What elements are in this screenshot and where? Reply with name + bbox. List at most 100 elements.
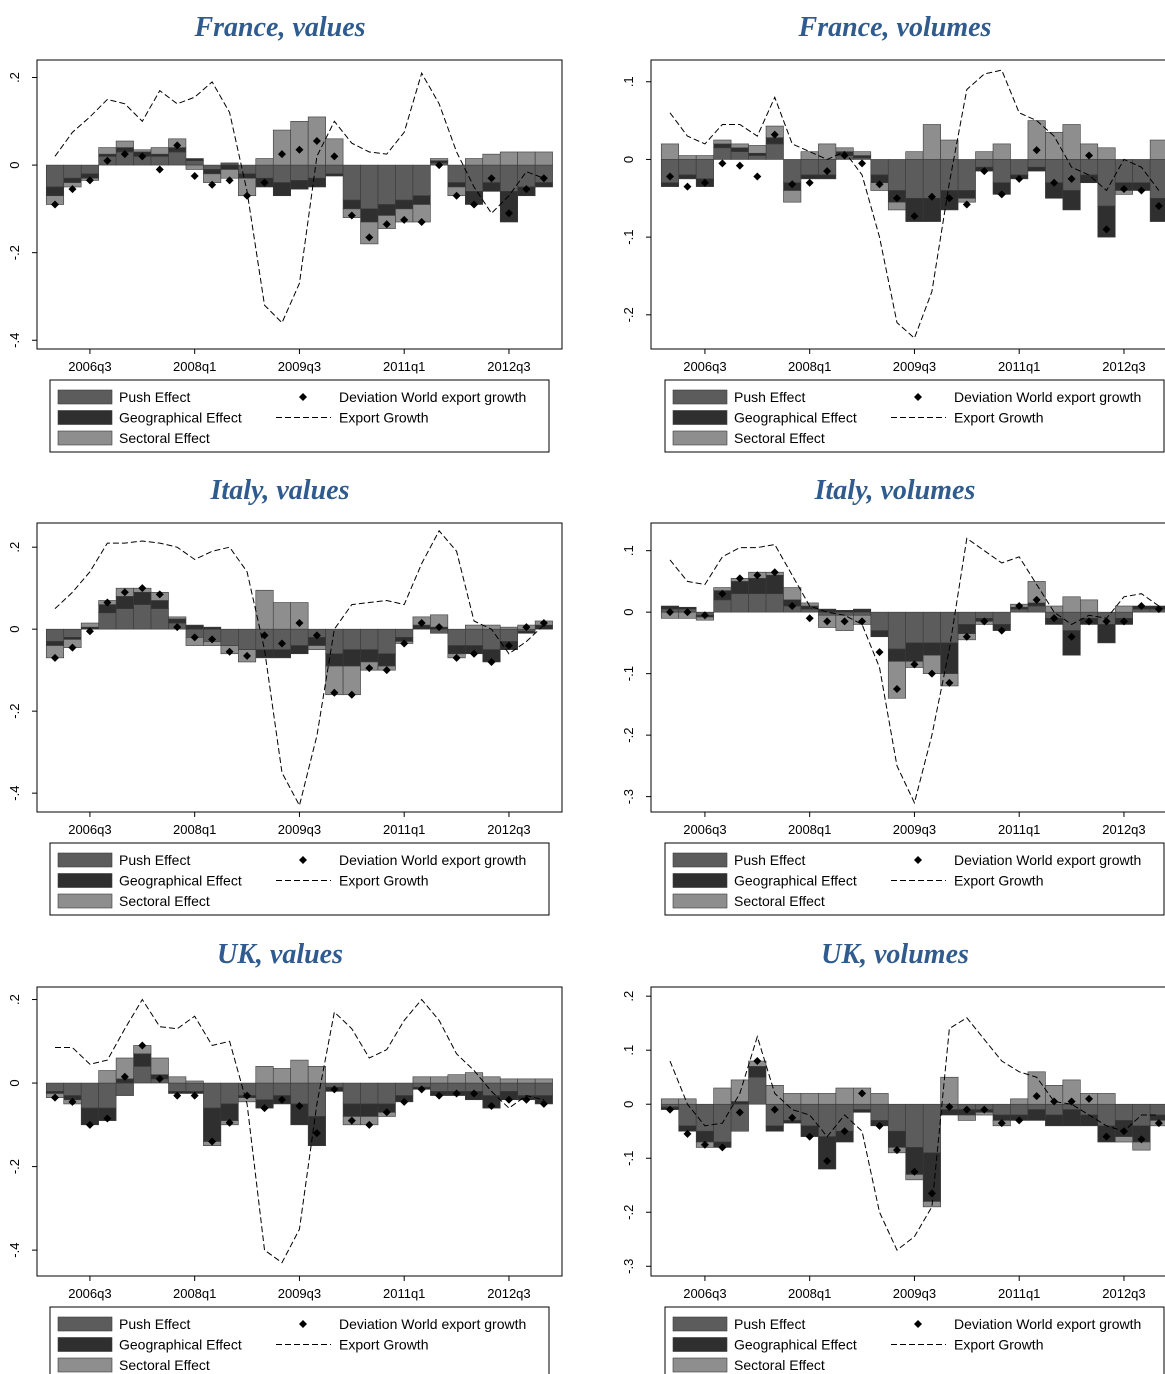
bar xyxy=(783,587,802,601)
legend-swatch xyxy=(672,1357,728,1373)
bar xyxy=(185,1082,204,1092)
bar xyxy=(818,1103,837,1137)
bar xyxy=(1010,1103,1029,1116)
point xyxy=(910,660,919,669)
bar xyxy=(115,608,134,630)
point xyxy=(875,180,884,189)
point xyxy=(875,648,884,657)
bar xyxy=(1149,1114,1165,1121)
point xyxy=(243,191,252,200)
point xyxy=(85,627,94,636)
bar xyxy=(783,1093,802,1105)
bar xyxy=(412,164,431,197)
bar xyxy=(255,1082,274,1101)
bar xyxy=(499,1082,518,1092)
panel: France, values -.4 -.2 0 .2 2006q3 2008q1 2009q… xyxy=(7,12,563,453)
bar xyxy=(412,1076,431,1084)
bar xyxy=(255,1066,274,1084)
point xyxy=(277,639,286,648)
point xyxy=(1119,184,1128,193)
bar xyxy=(168,1082,187,1092)
point xyxy=(382,1108,391,1117)
point xyxy=(539,174,548,183)
bar xyxy=(272,164,292,183)
point xyxy=(120,150,129,159)
bar xyxy=(1149,159,1165,199)
bar xyxy=(748,152,767,156)
point xyxy=(858,159,867,168)
legend-swatch xyxy=(672,1316,728,1332)
y-tick-label: .2 xyxy=(7,542,22,553)
legend-label: Export Growth xyxy=(339,873,428,889)
bar xyxy=(940,139,959,160)
legend-label: Push Effect xyxy=(734,1316,805,1332)
bar xyxy=(1062,190,1081,211)
point xyxy=(1154,605,1163,614)
point xyxy=(962,200,971,209)
plot-frame xyxy=(36,59,563,350)
bar xyxy=(150,1057,169,1076)
bar xyxy=(765,143,784,160)
point xyxy=(1067,174,1076,183)
bar xyxy=(482,628,501,650)
point xyxy=(277,1095,286,1104)
legend-swatch xyxy=(57,1316,113,1332)
point xyxy=(295,1102,304,1111)
point xyxy=(522,185,531,194)
bar xyxy=(220,164,239,170)
bar xyxy=(45,641,65,646)
bar xyxy=(1080,599,1099,613)
point xyxy=(1015,174,1024,183)
point xyxy=(1137,602,1146,611)
bar xyxy=(660,182,680,187)
point xyxy=(435,1091,444,1100)
bar xyxy=(922,642,941,656)
point xyxy=(892,1146,901,1155)
x-tick-label: 2008q1 xyxy=(173,822,216,837)
line xyxy=(669,69,1160,339)
point xyxy=(225,176,234,185)
point xyxy=(487,174,496,183)
bar xyxy=(870,1103,889,1121)
y-tick-label: -.3 xyxy=(621,1259,636,1274)
bar xyxy=(290,180,309,190)
bar xyxy=(1132,159,1151,184)
y-tick-label: -.2 xyxy=(621,1205,636,1220)
bar xyxy=(133,149,152,153)
bar xyxy=(517,1078,536,1084)
bar xyxy=(992,143,1011,160)
point xyxy=(103,156,112,165)
bar xyxy=(63,637,82,640)
bar xyxy=(1045,1103,1064,1116)
plot-area xyxy=(660,1017,1165,1251)
bar xyxy=(1062,596,1081,613)
bar xyxy=(360,1082,379,1105)
bar xyxy=(377,653,396,667)
bar xyxy=(325,173,344,177)
bar xyxy=(992,611,1011,625)
y-tick-label: .1 xyxy=(621,1045,636,1056)
legend-swatch xyxy=(672,873,728,888)
x-tick-label: 2008q1 xyxy=(173,1286,216,1301)
bar xyxy=(342,649,361,667)
bar xyxy=(98,147,117,155)
bar xyxy=(290,645,309,655)
y-tick-label: .1 xyxy=(621,545,636,556)
point xyxy=(539,619,548,628)
bar xyxy=(957,159,976,191)
bar xyxy=(1114,159,1133,184)
point xyxy=(417,1085,426,1094)
point xyxy=(753,172,762,181)
legend-label: Export Growth xyxy=(954,410,1043,426)
x-tick-label: 2012q3 xyxy=(1102,359,1145,374)
bar xyxy=(1010,159,1029,176)
point xyxy=(1085,617,1094,626)
bar xyxy=(133,591,152,605)
bar xyxy=(1010,1098,1029,1105)
y-tick-label: -.2 xyxy=(621,728,636,743)
bar xyxy=(307,645,326,650)
point xyxy=(1050,614,1059,623)
bar xyxy=(360,649,379,663)
point xyxy=(400,215,409,224)
bar xyxy=(360,628,379,650)
